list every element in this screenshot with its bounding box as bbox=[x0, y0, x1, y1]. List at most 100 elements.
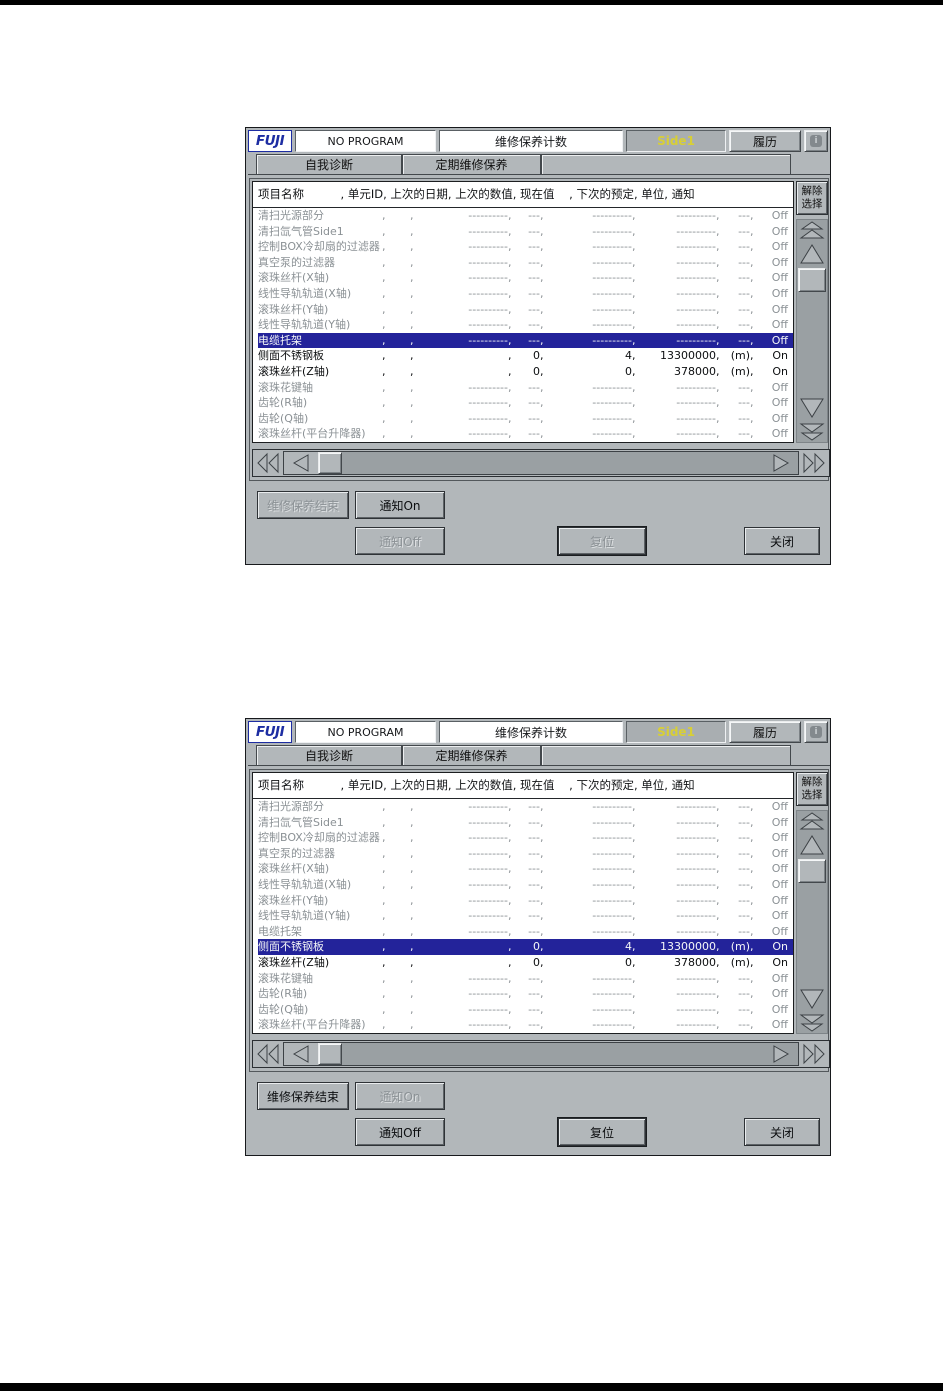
table-row[interactable]: 电缆托架,, ----------, ---, ----------, --------… bbox=[258, 332, 793, 349]
value-cell: 378000 bbox=[674, 364, 716, 378]
table-row[interactable]: 滚珠丝杆(X轴),, ----------, ---, ----------, ----… bbox=[258, 861, 793, 877]
close-button[interactable]: 关闭 bbox=[744, 527, 820, 555]
scroll-up-button[interactable] bbox=[797, 240, 827, 268]
tab-periodic-maintenance[interactable]: 定期维修保养 bbox=[402, 154, 541, 174]
scroll-right-button[interactable] bbox=[764, 1043, 798, 1065]
value-cell: ---------- bbox=[592, 831, 632, 845]
value-cell bbox=[418, 364, 508, 380]
column-separator: , bbox=[750, 224, 754, 238]
end-maintenance-button[interactable]: 维修保养结束 bbox=[257, 1082, 349, 1110]
item-name-cell: 滚珠丝杆(Z轴) bbox=[258, 364, 330, 378]
column-separator: , bbox=[382, 924, 386, 938]
scroll-up-button[interactable] bbox=[797, 831, 827, 859]
horizontal-scrollbar-track[interactable] bbox=[342, 1043, 764, 1065]
screen-title-box: 维修保养计数 bbox=[439, 130, 623, 152]
table-row[interactable]: 滚珠丝杆(Y轴),, ----------, ---, ----------, ----… bbox=[258, 893, 793, 909]
column-separator: , bbox=[540, 940, 544, 954]
value-cell bbox=[390, 861, 410, 877]
table-row[interactable]: 线性导轨轨道(X轴),, ----------, ---, ----------, --… bbox=[258, 286, 793, 302]
column-separator: , bbox=[508, 846, 512, 860]
value-cell: --- bbox=[528, 1018, 540, 1032]
table-body: 清扫光源部分,, ----------, ---, ----------, ------… bbox=[253, 208, 793, 442]
column-separator: , bbox=[716, 971, 720, 985]
scroll-left-button[interactable] bbox=[284, 452, 318, 474]
scroll-right-button[interactable] bbox=[764, 452, 798, 474]
vertical-scrollbar-thumb[interactable] bbox=[798, 859, 826, 883]
scroll-left-button[interactable] bbox=[284, 1043, 318, 1065]
table-row[interactable]: 齿轮(Q轴),, ----------, ---, ----------, ------… bbox=[258, 1002, 793, 1018]
reset-button[interactable]: 复位 bbox=[558, 1118, 646, 1146]
scroll-page-down-button[interactable] bbox=[797, 1013, 827, 1033]
value-cell: 0 bbox=[533, 364, 540, 378]
column-separator: , bbox=[410, 940, 414, 954]
table-row[interactable]: 滚珠丝杆(平台升降器),, ----------, ---, ----------, -… bbox=[258, 426, 793, 442]
scroll-down-button[interactable] bbox=[797, 985, 827, 1013]
table-row[interactable]: 线性导轨轨道(X轴),, ----------, ---, ----------, --… bbox=[258, 877, 793, 893]
table-row[interactable]: 齿轮(Q轴),, ----------, ---, ----------, ------… bbox=[258, 411, 793, 427]
item-name-cell: 齿轮(R轴) bbox=[258, 987, 308, 1001]
table-row[interactable]: 侧面不锈钢板,,, 0, 4, 13300000, (m), On bbox=[258, 939, 793, 955]
scroll-page-left-button[interactable] bbox=[253, 1041, 283, 1067]
vertical-scrollbar-track[interactable] bbox=[797, 292, 827, 394]
table-row[interactable]: 清扫氙气管Side1,, ----------, ---, ----------, --… bbox=[258, 224, 793, 240]
table-row[interactable]: 侧面不锈钢板,,, 0, 4, 13300000, (m), On bbox=[258, 348, 793, 364]
chevron-left-icon bbox=[292, 1045, 309, 1063]
scroll-page-left-button[interactable] bbox=[253, 450, 283, 476]
table-row[interactable]: 真空泵的过滤器,, ----------, ---, ----------, -----… bbox=[258, 255, 793, 271]
column-separator: , bbox=[716, 380, 720, 394]
table-row[interactable]: 滚珠丝杆(X轴),, ----------, ---, ----------, ----… bbox=[258, 270, 793, 286]
value-cell: --- bbox=[738, 877, 750, 891]
table-row[interactable]: 清扫光源部分,, ----------, ---, ----------, ------… bbox=[258, 208, 793, 224]
column-separator: , bbox=[632, 862, 636, 876]
table-row[interactable]: 齿轮(R轴),, ----------, ---, ----------, ------… bbox=[258, 395, 793, 411]
history-button[interactable]: 履历 bbox=[729, 130, 801, 152]
column-separator: , bbox=[632, 271, 636, 285]
table-row[interactable]: 清扫光源部分,, ----------, ---, ----------, ------… bbox=[258, 799, 793, 815]
column-separator: , bbox=[508, 318, 512, 332]
horizontal-scrollbar-thumb[interactable] bbox=[318, 452, 342, 474]
notify-on-button[interactable]: 通知On bbox=[355, 491, 445, 519]
value-cell bbox=[390, 877, 410, 893]
table-row[interactable]: 滚珠花键轴,, ----------, ---, ----------, -------… bbox=[258, 380, 793, 396]
tab-self-diagnosis[interactable]: 自我诊断 bbox=[256, 154, 402, 174]
scroll-page-right-button[interactable] bbox=[799, 1041, 829, 1067]
table-row[interactable]: 滚珠丝杆(Z轴),,, 0, 0, 378000, (m), On bbox=[258, 364, 793, 380]
column-separator: , bbox=[540, 349, 544, 363]
deselect-button[interactable]: 解除 选择 bbox=[796, 181, 828, 215]
deselect-button[interactable]: 解除 选择 bbox=[796, 772, 828, 806]
table-row[interactable]: 线性导轨轨道(Y轴),, ----------, ---, ----------, --… bbox=[258, 908, 793, 924]
vertical-scrollbar-thumb[interactable] bbox=[798, 268, 826, 292]
double-chevron-down-icon bbox=[799, 1014, 825, 1032]
value-cell: ---------- bbox=[468, 209, 508, 222]
table-row[interactable]: 滚珠丝杆(Z轴),,, 0, 0, 378000, (m), On bbox=[258, 955, 793, 971]
table-row[interactable]: 线性导轨轨道(Y轴),, ----------, ---, ----------, --… bbox=[258, 317, 793, 333]
tab-self-diagnosis[interactable]: 自我诊断 bbox=[256, 745, 402, 765]
horizontal-scrollbar-thumb[interactable] bbox=[318, 1043, 342, 1065]
table-row[interactable]: 齿轮(R轴),, ----------, ---, ----------, ------… bbox=[258, 986, 793, 1002]
table-row[interactable]: 清扫氙气管Side1,, ----------, ---, ----------, --… bbox=[258, 815, 793, 831]
scroll-page-up-button[interactable] bbox=[797, 220, 827, 240]
scroll-down-button[interactable] bbox=[797, 394, 827, 422]
horizontal-scrollbar bbox=[252, 449, 830, 477]
vertical-scrollbar-track[interactable] bbox=[797, 883, 827, 985]
table-row[interactable]: 滚珠花键轴,, ----------, ---, ----------, -------… bbox=[258, 971, 793, 987]
table-row[interactable]: 滚珠丝杆(Y轴),, ----------, ---, ----------, ----… bbox=[258, 302, 793, 318]
scroll-page-up-button[interactable] bbox=[797, 811, 827, 831]
tab-periodic-maintenance[interactable]: 定期维修保养 bbox=[402, 745, 541, 765]
table-row[interactable]: 控制BOX冷却扇的过滤器,, ----------, ---, ----------,… bbox=[258, 239, 793, 255]
double-chevron-left-icon bbox=[257, 452, 279, 474]
column-separator: , bbox=[410, 831, 414, 845]
close-button[interactable]: 关闭 bbox=[744, 1118, 820, 1146]
value-cell: --- bbox=[528, 286, 540, 300]
table-row[interactable]: 真空泵的过滤器,, ----------, ---, ----------, -----… bbox=[258, 846, 793, 862]
horizontal-scrollbar-track[interactable] bbox=[342, 452, 764, 474]
notify-off-button[interactable]: 通知Off bbox=[355, 1118, 445, 1146]
table-row[interactable]: 滚珠丝杆(平台升降器),, ----------, ---, ----------, -… bbox=[258, 1017, 793, 1033]
scroll-page-right-button[interactable] bbox=[799, 450, 829, 476]
scroll-page-down-button[interactable] bbox=[797, 422, 827, 442]
history-button[interactable]: 履历 bbox=[729, 721, 801, 743]
value-cell: ---------- bbox=[676, 318, 716, 332]
table-row[interactable]: 控制BOX冷却扇的过滤器,, ----------, ---, ----------,… bbox=[258, 830, 793, 846]
table-row[interactable]: 电缆托架,, ----------, ---, ----------, --------… bbox=[258, 924, 793, 940]
value-cell bbox=[390, 846, 410, 862]
